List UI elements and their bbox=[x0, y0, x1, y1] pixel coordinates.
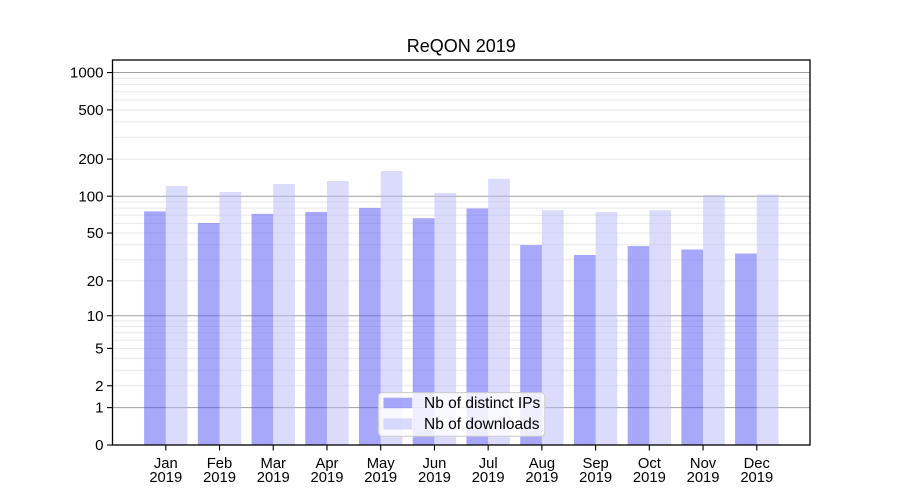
svg-text:10: 10 bbox=[87, 308, 104, 325]
svg-text:May: May bbox=[367, 456, 396, 472]
svg-text:2019: 2019 bbox=[203, 470, 236, 486]
svg-text:2019: 2019 bbox=[579, 470, 612, 486]
svg-text:Mar: Mar bbox=[261, 456, 287, 472]
svg-text:Dec: Dec bbox=[744, 456, 771, 472]
svg-text:2019: 2019 bbox=[364, 470, 397, 486]
svg-text:ReQON 2019: ReQON 2019 bbox=[407, 36, 516, 56]
svg-text:0: 0 bbox=[95, 437, 103, 454]
svg-text:2019: 2019 bbox=[687, 470, 720, 486]
svg-text:2: 2 bbox=[95, 378, 103, 395]
svg-text:Aug: Aug bbox=[529, 456, 555, 472]
svg-text:200: 200 bbox=[78, 151, 103, 168]
svg-text:500: 500 bbox=[78, 102, 103, 119]
svg-text:Jul: Jul bbox=[479, 456, 498, 472]
svg-text:1000: 1000 bbox=[70, 65, 104, 82]
svg-text:2019: 2019 bbox=[525, 470, 558, 486]
svg-text:2019: 2019 bbox=[311, 470, 344, 486]
svg-text:Nov: Nov bbox=[690, 456, 717, 472]
svg-text:2019: 2019 bbox=[633, 470, 666, 486]
svg-text:Jun: Jun bbox=[423, 456, 447, 472]
svg-text:50: 50 bbox=[87, 225, 104, 242]
svg-text:Apr: Apr bbox=[315, 456, 338, 472]
svg-text:2019: 2019 bbox=[149, 470, 182, 486]
svg-text:Sep: Sep bbox=[582, 456, 608, 472]
svg-text:2019: 2019 bbox=[257, 470, 290, 486]
svg-text:Jan: Jan bbox=[154, 456, 178, 472]
svg-text:Nb of distinct IPs: Nb of distinct IPs bbox=[424, 395, 541, 412]
svg-text:Nb of downloads: Nb of downloads bbox=[424, 416, 540, 433]
svg-text:Oct: Oct bbox=[638, 456, 661, 472]
svg-text:Feb: Feb bbox=[207, 456, 233, 472]
svg-text:1: 1 bbox=[95, 400, 103, 417]
svg-text:2019: 2019 bbox=[740, 470, 773, 486]
svg-text:2019: 2019 bbox=[418, 470, 451, 486]
svg-text:2019: 2019 bbox=[472, 470, 505, 486]
svg-text:5: 5 bbox=[95, 341, 103, 358]
svg-text:20: 20 bbox=[87, 273, 104, 290]
svg-text:100: 100 bbox=[78, 188, 103, 205]
